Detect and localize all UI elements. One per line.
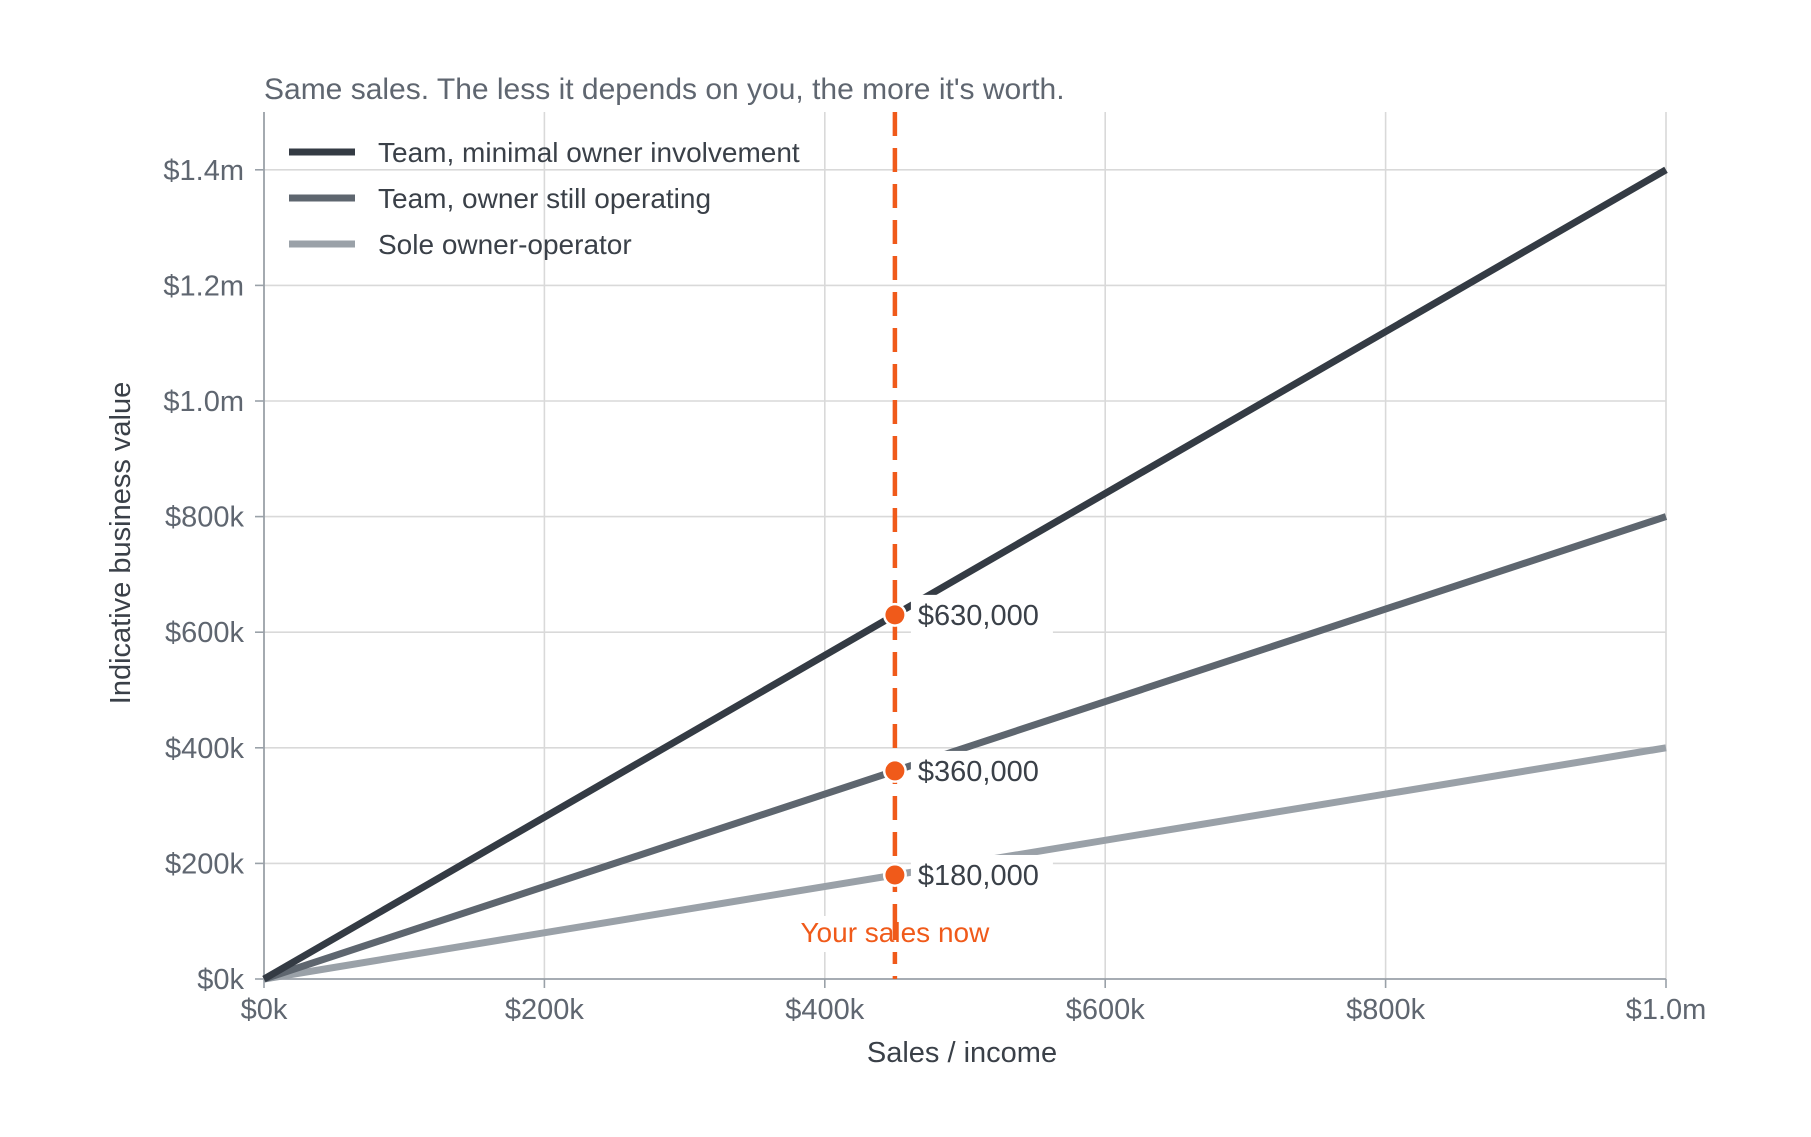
- value-marker: [885, 605, 905, 625]
- x-tick-label: $800k: [1346, 994, 1426, 1026]
- marker-value-label: $630,000: [918, 600, 1039, 632]
- value-marker: [885, 761, 905, 781]
- x-tick-label: $200k: [505, 994, 585, 1026]
- marker-label-background: [910, 594, 1053, 635]
- x-axis-label: Sales / income: [867, 1037, 1057, 1069]
- y-axis-label: Indicative business value: [105, 382, 137, 704]
- legend-label: Sole owner-operator: [378, 229, 632, 260]
- y-tick-label: $200k: [165, 848, 245, 880]
- y-tick-label: $1.2m: [163, 270, 244, 302]
- y-tick-label: $0k: [197, 964, 244, 996]
- y-tick-label: $800k: [165, 502, 245, 534]
- reference-line-label: Your sales now: [800, 917, 990, 948]
- y-tick-label: $1.4m: [163, 155, 244, 187]
- y-tick-label: $1.0m: [163, 386, 244, 418]
- reference-marker-group: Your sales now $630,000 $360,000 $180,000: [784, 112, 1053, 979]
- legend: Team, minimal owner involvement Team, own…: [289, 137, 800, 260]
- marker-label-background: [910, 854, 1053, 895]
- marker-value-label: $180,000: [918, 860, 1039, 892]
- chart-title: Same sales. The less it depends on you, …: [264, 73, 1065, 106]
- y-tick-label: $400k: [165, 733, 245, 765]
- marker-label-background: [910, 750, 1053, 791]
- x-tick-label: $600k: [1066, 994, 1146, 1026]
- legend-label: Team, owner still operating: [378, 183, 711, 214]
- value-marker: [885, 865, 905, 885]
- legend-label: Team, minimal owner involvement: [378, 137, 800, 168]
- series-line: [262, 166, 1668, 983]
- x-tick-label: $1.0m: [1626, 994, 1707, 1026]
- x-tick-label: $400k: [785, 994, 865, 1026]
- y-tick-label: $600k: [165, 617, 245, 649]
- axes: $0k $200k $400k $600k $800k $1.0m $0k $200k $400…: [163, 112, 1706, 1026]
- marker-value-label: $360,000: [918, 756, 1039, 788]
- series-line: [262, 513, 1668, 983]
- x-tick-label: $0k: [241, 994, 288, 1026]
